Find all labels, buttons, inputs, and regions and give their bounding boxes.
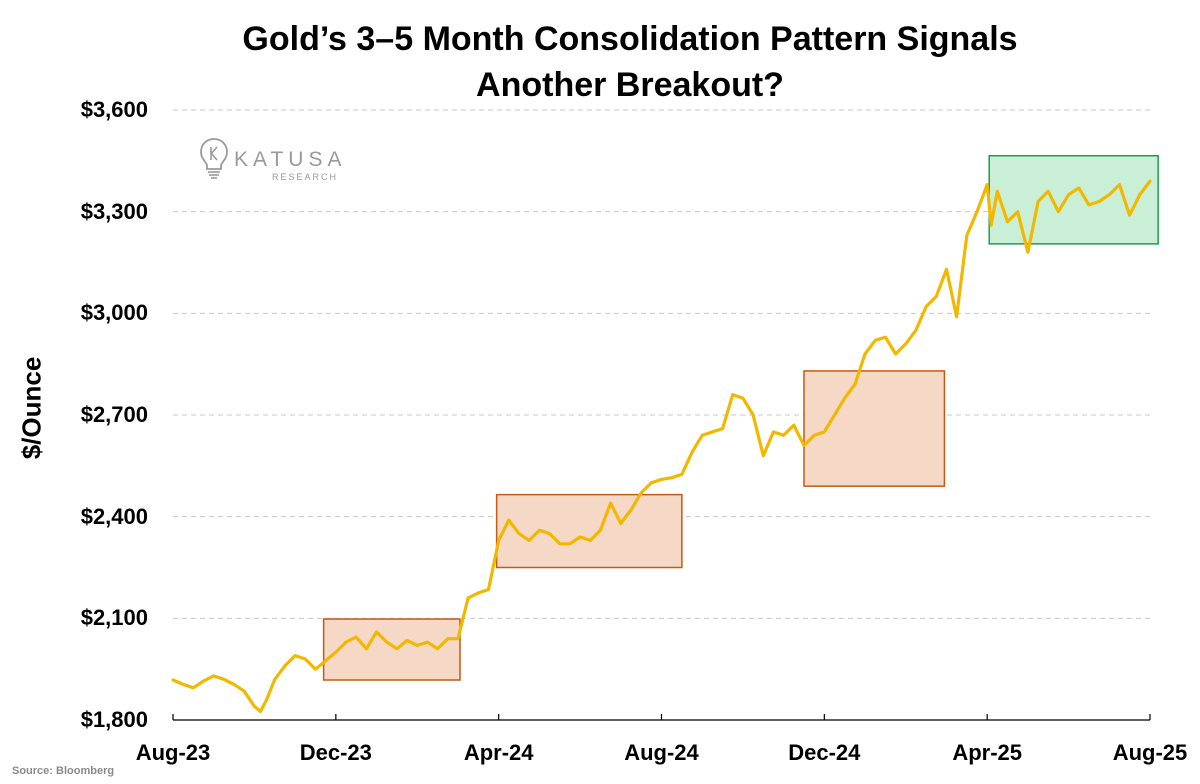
consolidation-zone-4 (988, 155, 1159, 245)
source-note: Source: Bloomberg (12, 765, 115, 777)
x-tick-label: Dec-24 (788, 740, 861, 765)
y-tick-label: $3,300 (80, 198, 148, 224)
consolidation-zones (322, 155, 1159, 681)
x-tick-label: Apr-25 (952, 740, 1022, 765)
chart-title: Gold’s 3–5 Month Consolidation Pattern S… (0, 16, 1200, 108)
price-line-layer (171, 179, 1152, 714)
chart-title-line1: Gold’s 3–5 Month Consolidation Pattern S… (242, 20, 1018, 58)
lightbulb-icon (198, 136, 230, 189)
axes (172, 714, 1151, 721)
x-tick-label: Aug-25 (1112, 740, 1188, 765)
y-tick-label: $3,000 (80, 300, 148, 326)
y-tick-label: $2,700 (80, 402, 148, 427)
y-tick-label: $2,100 (80, 605, 148, 631)
x-tick-label: Aug-24 (624, 740, 699, 765)
y-tick-label: $1,800 (80, 707, 148, 732)
gridlines (173, 109, 1150, 619)
consolidation-zone-1 (322, 618, 461, 681)
logo-name: KATUSA (234, 148, 347, 171)
logo-subtitle: RESEARCH (272, 172, 339, 182)
y-tick-label: $2,400 (80, 503, 148, 529)
gold-price-line (171, 179, 1152, 714)
x-tick-label: Aug-23 (135, 740, 211, 765)
x-tick-label: Apr-24 (463, 740, 534, 765)
chart-title-line2: Another Breakout? (476, 66, 784, 104)
consolidation-zone-2 (495, 493, 683, 569)
y-tick-label: $3,600 (80, 97, 148, 122)
x-tick-label: Dec-23 (299, 740, 372, 765)
